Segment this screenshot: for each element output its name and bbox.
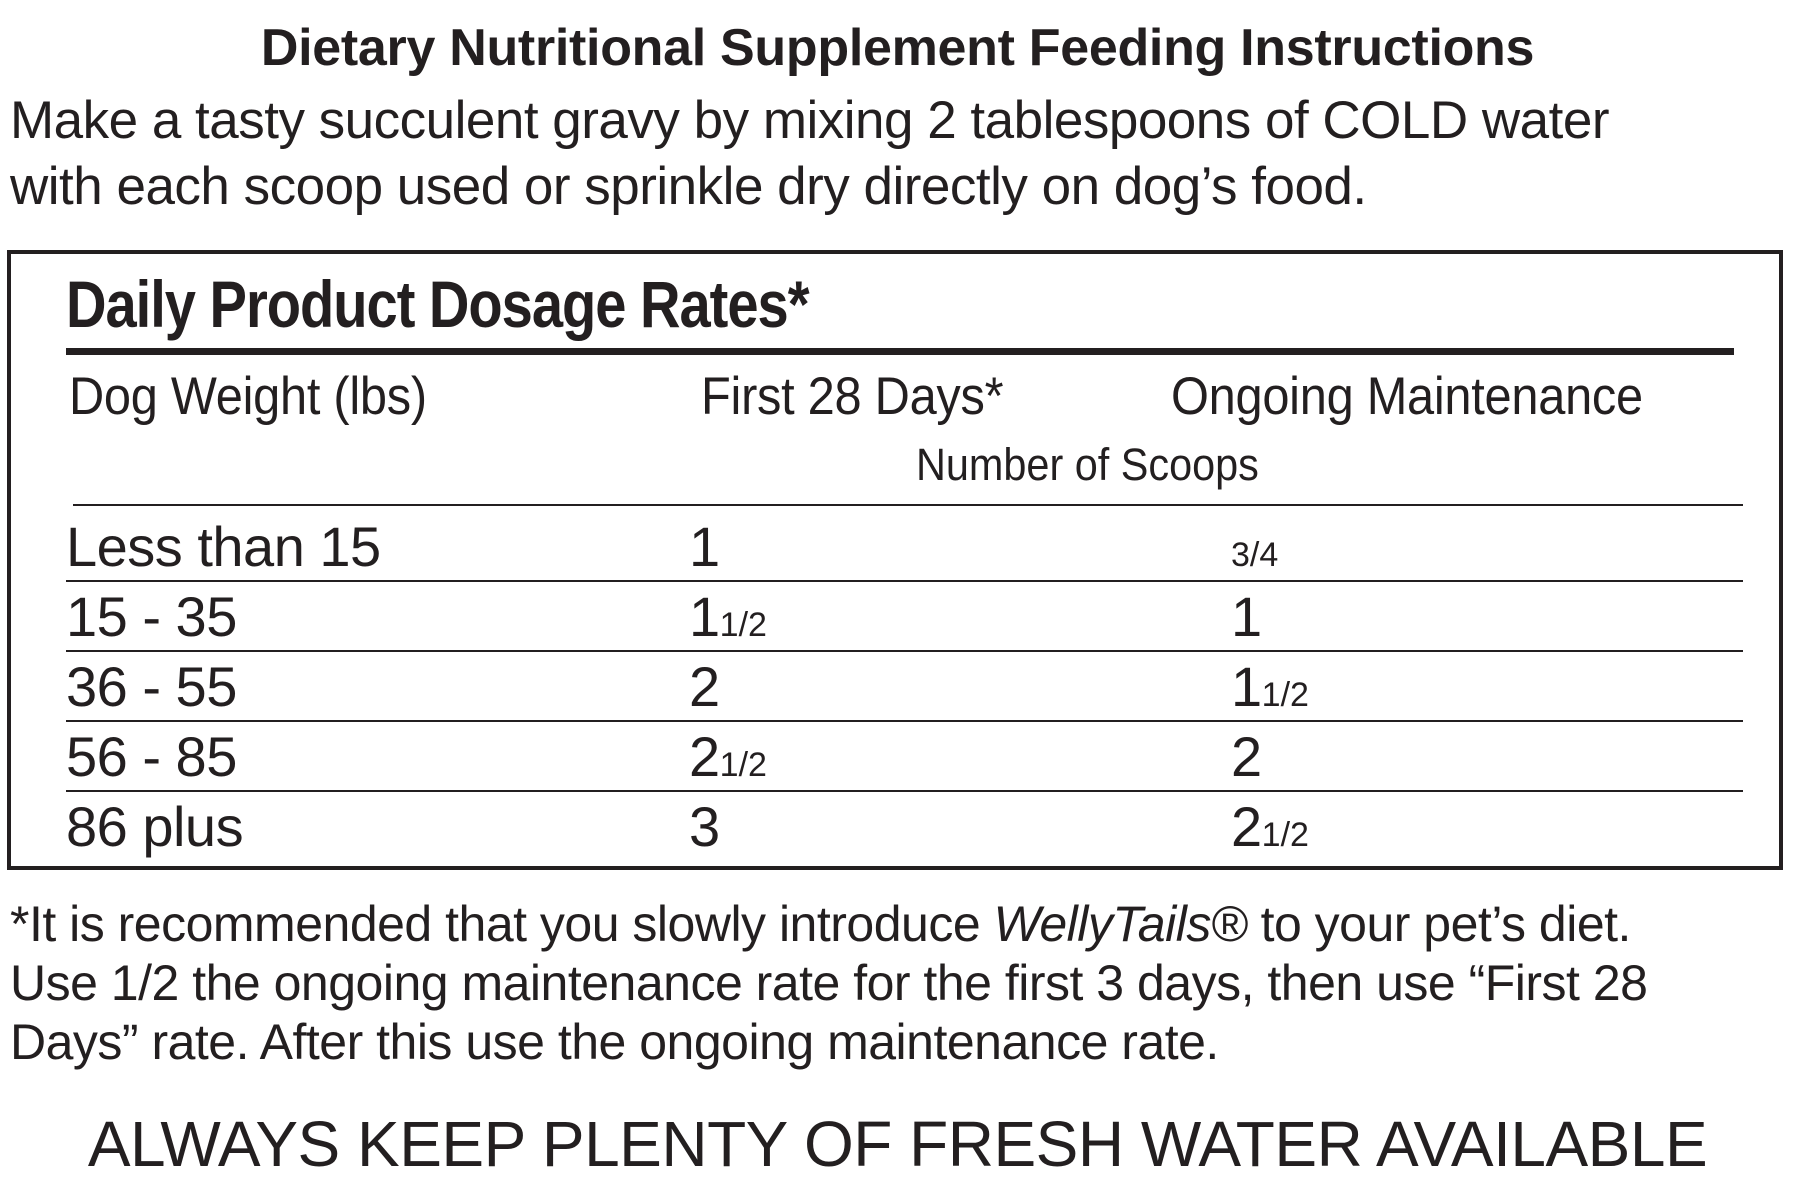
first-whole: 1	[689, 585, 720, 648]
title-divider	[66, 348, 1734, 355]
weight-cell: 15 - 35	[66, 585, 237, 648]
first-cell: 1	[689, 512, 720, 590]
dosage-table-box: Daily Product Dosage Rates* Dog Weight (…	[7, 250, 1783, 870]
first-whole: 2	[689, 655, 720, 718]
first-fraction: 1/2	[719, 746, 767, 784]
weight-cell: 36 - 55	[66, 655, 237, 718]
table-row: 36 - 55 2 11/2	[11, 652, 1781, 722]
brand-name: WellyTails®	[993, 896, 1248, 952]
dosage-table-title: Daily Product Dosage Rates*	[66, 267, 810, 341]
ongoing-whole: 2	[1231, 725, 1262, 788]
footnote-line-3: Days” rate. After this use the ongoing m…	[10, 1014, 1219, 1070]
first-whole: 2	[689, 725, 720, 788]
row-divider	[66, 650, 1743, 652]
column-header-ongoing: Ongoing Maintenance	[1171, 367, 1643, 426]
first-whole: 3	[689, 795, 720, 858]
table-row: 86 plus 3 21/2	[11, 792, 1781, 862]
ongoing-whole: 2	[1231, 795, 1262, 858]
column-header-weight: Dog Weight (lbs)	[69, 367, 427, 426]
first-cell: 11/2	[689, 582, 767, 660]
first-cell: 2	[689, 652, 720, 730]
weight-cell: 86 plus	[66, 795, 244, 858]
table-row: 15 - 35 11/2 1	[11, 582, 1781, 652]
footnote-line-1-suffix: to your pet’s diet.	[1247, 896, 1632, 952]
ongoing-cell: 2	[1231, 722, 1262, 800]
table-row: 56 - 85 21/2 2	[11, 722, 1781, 792]
column-header-first-28-days: First 28 Days*	[701, 367, 1004, 426]
ongoing-whole: 1	[1231, 655, 1262, 718]
column-subheader-scoops: Number of Scoops	[916, 439, 1259, 490]
first-cell: 3	[689, 792, 720, 870]
intro-line-2: with each scoop used or sprinkle dry dir…	[10, 157, 1367, 216]
intro-line-1: Make a tasty succulent gravy by mixing 2…	[10, 91, 1609, 150]
header-divider	[73, 504, 1743, 506]
ongoing-cell: 3/4	[1231, 512, 1278, 590]
row-divider	[66, 580, 1743, 582]
footnote: *It is recommended that you slowly intro…	[10, 895, 1790, 1072]
footnote-line-1: *It is recommended that you slowly intro…	[10, 895, 1790, 954]
ongoing-cell: 1	[1231, 582, 1262, 660]
intro-paragraph: Make a tasty succulent gravy by mixing 2…	[10, 88, 1790, 220]
weight-cell: Less than 15	[66, 515, 381, 578]
ongoing-cell: 21/2	[1231, 792, 1309, 870]
table-row: Less than 15 1 3/4	[11, 512, 1781, 582]
row-divider	[66, 720, 1743, 722]
first-fraction: 1/2	[719, 606, 767, 644]
ongoing-fraction: 3/4	[1231, 536, 1279, 574]
ongoing-fraction: 1/2	[1261, 676, 1309, 714]
water-warning: ALWAYS KEEP PLENTY OF FRESH WATER AVAILA…	[87, 1108, 1708, 1180]
document-title: Dietary Nutritional Supplement Feeding I…	[260, 19, 1535, 77]
first-cell: 21/2	[689, 722, 767, 800]
ongoing-cell: 11/2	[1231, 652, 1309, 730]
row-divider	[66, 790, 1743, 792]
first-whole: 1	[689, 515, 720, 578]
ongoing-fraction: 1/2	[1261, 816, 1309, 854]
ongoing-whole: 1	[1231, 585, 1262, 648]
weight-cell: 56 - 85	[66, 725, 237, 788]
footnote-line-1-text: *It is recommended that you slowly intro…	[10, 896, 994, 952]
footnote-line-2: Use 1/2 the ongoing maintenance rate for…	[10, 955, 1648, 1011]
